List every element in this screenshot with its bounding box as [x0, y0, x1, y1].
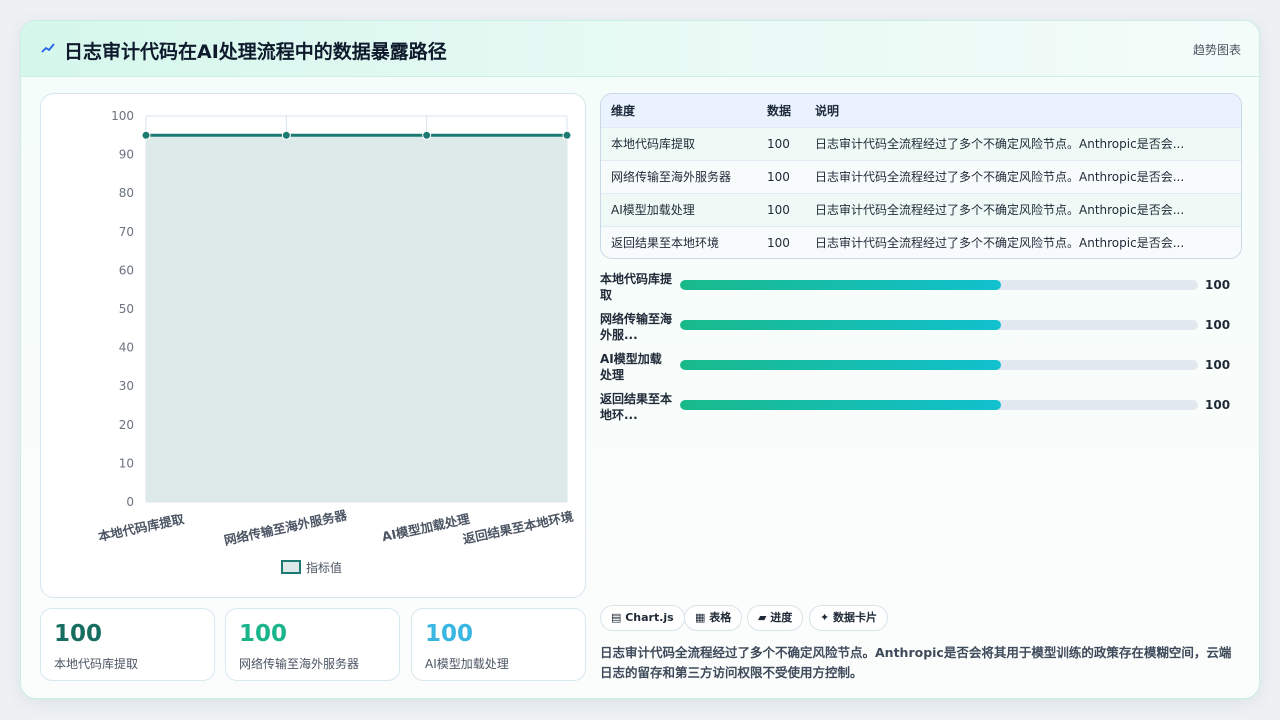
kpi-card: 100 本地代码库提取 — [40, 608, 215, 681]
progress-track — [680, 320, 1198, 330]
table-row[interactable]: 网络传输至海外服务器 100 日志审计代码全流程经过了多个不确定风险节点。Ant… — [601, 160, 1241, 193]
y-tick-label: 0 — [126, 495, 134, 509]
table-cell: 100 — [767, 136, 790, 151]
y-tick-label: 90 — [119, 148, 134, 162]
progress-label: AI模型加载 处理 — [600, 352, 662, 382]
y-tick-label: 100 — [111, 109, 134, 123]
table-cell: 日志审计代码全流程经过了多个不确定风险节点。Anthropic是否会... — [815, 236, 1185, 251]
data-table: 维度 数据 说明 本地代码库提取 100 日志审计代码全流程经过了多个不确定风险… — [600, 93, 1242, 259]
table-cell: 日志审计代码全流程经过了多个不确定风险节点。Anthropic是否会... — [815, 203, 1185, 217]
progress-fill — [680, 360, 1002, 370]
legend-label: 指标值 — [306, 560, 342, 575]
data-point — [562, 130, 572, 140]
header: 日志审计代码在AI处理流程中的数据暴露路径 趋势图表 — [21, 21, 1259, 77]
progress-fill — [680, 400, 1002, 410]
table-cell: 100 — [767, 235, 790, 250]
progress-fill — [680, 320, 1002, 330]
data-point — [422, 130, 432, 140]
y-tick-label: 50 — [119, 302, 134, 316]
table-cell: 100 — [767, 169, 790, 184]
progress-row: 本地代码库提取 100 — [600, 271, 1242, 311]
kpi-label: AI模型加载处理 — [425, 657, 509, 671]
table-cell: 100 — [767, 202, 790, 217]
kpi-card: 100 AI模型加载处理 — [411, 608, 586, 681]
progress-label: 返回结果至本 地环... — [600, 392, 673, 422]
column-header: 说明 — [815, 103, 840, 118]
y-tick-label: 10 — [119, 456, 134, 470]
kpi-label: 网络传输至海外服务器 — [239, 657, 360, 671]
kpi-card: 100 网络传输至海外服务器 — [225, 608, 400, 681]
chart-svg: 0 10 20 30 40 50 60 70 80 90 100 本地代码库提取 网络传输至海外服务器 A… — [97, 109, 575, 575]
y-tick-label: 30 — [119, 379, 134, 393]
progress-label: 网络传输至海 外服... — [600, 312, 673, 342]
summary-note: 日志审计代码全流程经过了多个不确定风险节点。Anthropic是否会将其用于模型… — [600, 645, 1232, 680]
progress-value: 100 — [1205, 318, 1231, 332]
table-cell: 本地代码库提取 — [611, 137, 696, 151]
x-tick-label: AI模型加载处理 — [380, 511, 471, 544]
progress-label: 本地代码库提取 — [600, 272, 673, 302]
table-header-row: 维度 数据 说明 — [601, 94, 1241, 127]
legend-swatch — [281, 560, 301, 574]
column-header: 维度 — [611, 103, 636, 118]
kpi-label: 本地代码库提取 — [54, 657, 139, 671]
progress-list: 本地代码库提取 100 网络传输至海 外服... 100 AI模型加载 处理 100… — [600, 271, 1242, 431]
chip-progress[interactable]: ▰ 进度 — [747, 605, 804, 631]
y-tick-label: 20 — [119, 418, 134, 432]
chart-type-label[interactable]: 趋势图表 — [1192, 43, 1241, 57]
progress-track — [680, 280, 1198, 290]
progress-fill — [680, 280, 1002, 290]
progress-value: 100 — [1205, 278, 1231, 292]
trend-chart: 0 10 20 30 40 50 60 70 80 90 100 本地代码库提取 网络传输至海外服务器 A… — [40, 93, 586, 598]
progress-row: 返回结果至本 地环... 100 — [600, 391, 1242, 431]
y-tick-label: 80 — [119, 186, 134, 200]
y-tick-label: 60 — [119, 263, 134, 277]
kpi-value: 100 — [425, 621, 474, 647]
y-tick-label: 70 — [119, 225, 134, 239]
y-tick-label: 40 — [119, 341, 134, 355]
trend-icon — [41, 43, 55, 53]
progress-row: 网络传输至海 外服... 100 — [600, 311, 1242, 351]
chip-data-card[interactable]: ✦ 数据卡片 — [809, 605, 889, 631]
table-row[interactable]: 返回结果至本地环境 100 日志审计代码全流程经过了多个不确定风险节点。Anth… — [601, 226, 1241, 258]
progress-value: 100 — [1205, 358, 1231, 372]
data-point — [141, 130, 151, 140]
table-cell: 网络传输至海外服务器 — [611, 170, 732, 184]
progress-row: AI模型加载 处理 100 — [600, 351, 1242, 391]
table-cell: AI模型加载处理 — [611, 203, 695, 217]
page-title: 日志审计代码在AI处理流程中的数据暴露路径 — [64, 41, 447, 63]
progress-value: 100 — [1205, 398, 1231, 412]
kpi-value: 100 — [54, 621, 103, 647]
x-tick-label: 本地代码库提取 — [97, 511, 186, 544]
x-tick-label: 返回结果至本地环境 — [461, 508, 575, 546]
table-cell: 日志审计代码全流程经过了多个不确定风险节点。Anthropic是否会... — [815, 170, 1185, 184]
table-row[interactable]: 本地代码库提取 100 日志审计代码全流程经过了多个不确定风险节点。Anthro… — [601, 127, 1241, 160]
kpi-value: 100 — [239, 621, 288, 647]
data-point — [281, 130, 291, 140]
progress-track — [680, 360, 1198, 370]
table-row[interactable]: AI模型加载处理 100 日志审计代码全流程经过了多个不确定风险节点。Anthr… — [601, 193, 1241, 226]
series-area — [146, 135, 567, 503]
dashboard-card: 日志审计代码在AI处理流程中的数据暴露路径 趋势图表 0 10 20 30 40 50 60… — [20, 20, 1260, 699]
chip-table[interactable]: ▦ 表格 — [684, 605, 743, 631]
table-cell: 返回结果至本地环境 — [611, 236, 720, 251]
table-cell: 日志审计代码全流程经过了多个不确定风险节点。Anthropic是否会... — [815, 137, 1185, 151]
chip-chartjs[interactable]: ▤ Chart.js — [600, 605, 685, 631]
column-header: 数据 — [767, 103, 792, 118]
x-tick-label: 网络传输至海外服务器 — [223, 507, 349, 548]
progress-track — [680, 400, 1198, 410]
